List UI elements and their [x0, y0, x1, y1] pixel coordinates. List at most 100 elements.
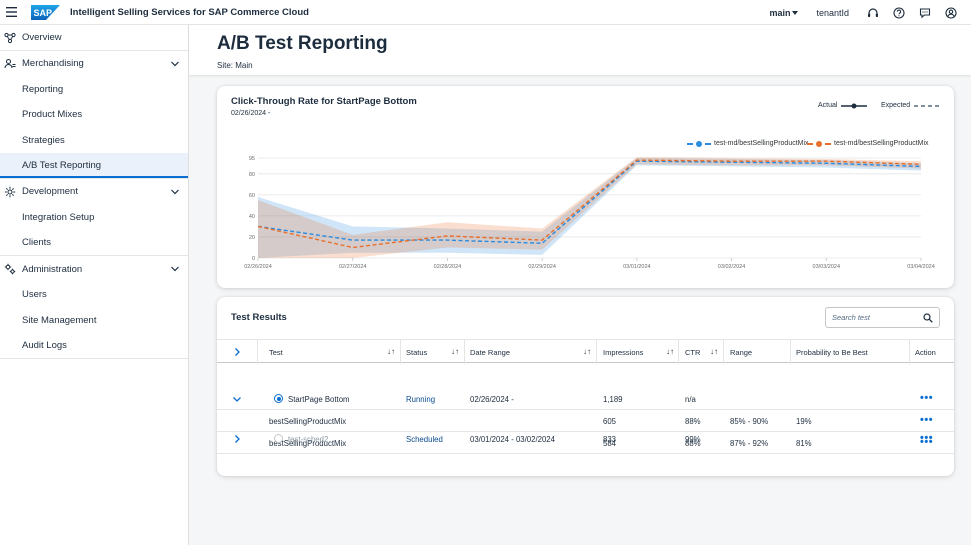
- development-icon: [4, 186, 16, 198]
- sort-icon[interactable]: ↓↑: [451, 347, 459, 356]
- x-tick-label: 02/26/2024: [244, 264, 272, 270]
- nav-development[interactable]: Development: [0, 179, 188, 205]
- nav-strategies[interactable]: Strategies: [0, 128, 188, 154]
- sap-logo[interactable]: SAP: [31, 4, 60, 20]
- x-tick-label: 03/01/2024: [623, 264, 651, 270]
- row-ctr: n/a: [685, 395, 696, 404]
- radio-selected[interactable]: [274, 394, 283, 403]
- sort-icon[interactable]: ↓↑: [387, 347, 395, 356]
- col-impressions[interactable]: Impressions: [603, 348, 644, 357]
- site-label: Site: Main: [217, 61, 253, 70]
- menu-icon[interactable]: [0, 0, 22, 25]
- series-1-dash-end: [705, 142, 711, 145]
- more-actions-icon[interactable]: •••: [920, 432, 934, 444]
- help-icon[interactable]: [893, 6, 905, 19]
- sort-icon[interactable]: ↓↑: [710, 347, 718, 356]
- expand-all-icon[interactable]: [232, 347, 242, 357]
- y-tick-label: 0: [252, 256, 255, 262]
- chevron-down-icon[interactable]: [170, 264, 180, 274]
- col-probability[interactable]: Probability to Be Best: [796, 348, 868, 357]
- nav-product-mixes[interactable]: Product Mixes: [0, 102, 188, 128]
- nav-strategies-label: Strategies: [22, 135, 65, 147]
- row-probability: 19%: [796, 417, 812, 426]
- row-ctr: 99%: [685, 435, 701, 444]
- y-tick-label: 20: [249, 235, 255, 241]
- page-title: A/B Test Reporting: [217, 33, 388, 54]
- results-title: Test Results: [231, 312, 287, 323]
- nav-audit-logs-label: Audit Logs: [22, 340, 67, 352]
- column-separator: [790, 340, 791, 364]
- sort-icon[interactable]: ↓↑: [666, 347, 674, 356]
- more-actions-icon[interactable]: •••: [920, 436, 934, 448]
- nav-ab-test-reporting-label: A/B Test Reporting: [22, 160, 102, 172]
- y-tick-label: 40: [249, 214, 255, 220]
- more-actions-icon[interactable]: •••: [920, 414, 934, 426]
- nav-integration-setup[interactable]: Integration Setup: [0, 205, 188, 231]
- col-test[interactable]: Test: [269, 348, 283, 357]
- table-row[interactable]: bestSellingProductMix 605 88% 85% - 90% …: [217, 410, 954, 432]
- more-actions-icon[interactable]: •••: [920, 392, 934, 404]
- chevron-right-icon[interactable]: [232, 434, 242, 444]
- chevron-down-icon[interactable]: [170, 59, 180, 69]
- series-1-dash: [687, 142, 693, 145]
- x-tick-label: 03/03/2024: [813, 264, 841, 270]
- row-test-name: test-sched2: [288, 435, 329, 444]
- site-selector-label: main: [769, 7, 791, 18]
- col-ctr[interactable]: CTR: [685, 348, 701, 357]
- series-legend-1[interactable]: test-md/bestSellingProductMix: [687, 140, 809, 147]
- tenant-label[interactable]: tenantId: [816, 7, 849, 18]
- x-tick-label: 03/02/2024: [718, 264, 746, 270]
- row-range: 87% - 92%: [730, 439, 769, 448]
- col-status[interactable]: Status: [406, 348, 428, 357]
- col-range[interactable]: Range: [730, 348, 753, 357]
- nav-overview[interactable]: Overview: [0, 25, 188, 51]
- nav-development-label: Development: [22, 186, 78, 198]
- nav-administration[interactable]: Administration: [0, 256, 188, 282]
- site-selector[interactable]: main: [769, 7, 799, 18]
- chevron-down-icon[interactable]: [232, 394, 242, 404]
- shell-bar: SAP Intelligent Selling Services for SAP…: [0, 0, 971, 25]
- sort-icon[interactable]: ↓↑: [583, 347, 591, 356]
- column-separator: [723, 340, 724, 364]
- side-navigation: Overview Merchandising Reporting Product…: [0, 25, 189, 545]
- row-status: Running: [406, 395, 436, 404]
- search-test-input[interactable]: Search test: [825, 307, 940, 328]
- user-avatar-icon[interactable]: [945, 6, 957, 19]
- nav-ab-test-reporting[interactable]: A/B Test Reporting: [0, 153, 188, 180]
- column-separator: [257, 340, 258, 364]
- nav-audit-logs[interactable]: Audit Logs: [0, 333, 188, 359]
- series-2-dash-end: [825, 142, 831, 145]
- series-2-dash: [807, 142, 813, 145]
- x-tick-label: 02/27/2024: [339, 264, 367, 270]
- row-range: 85% - 90%: [730, 417, 769, 426]
- nav-users[interactable]: Users: [0, 282, 188, 308]
- nav-users-label: Users: [22, 289, 47, 301]
- row-impressions: 605: [603, 417, 617, 426]
- nav-overview-label: Overview: [22, 31, 62, 43]
- col-action: Action: [915, 348, 936, 357]
- nav-clients[interactable]: Clients: [0, 231, 188, 257]
- search-icon[interactable]: [923, 313, 933, 323]
- nav-reporting[interactable]: Reporting: [0, 76, 188, 102]
- chevron-down-icon[interactable]: [170, 187, 180, 197]
- row-status: Scheduled: [406, 435, 443, 444]
- headset-icon[interactable]: [867, 7, 879, 19]
- table-row[interactable]: bestSellingProductMix 584 88% 87% - 92% …: [217, 432, 954, 454]
- nav-merchandising-label: Merchandising: [22, 58, 84, 70]
- nav-site-management[interactable]: Site Management: [0, 308, 188, 334]
- radio-unselected[interactable]: [274, 434, 283, 443]
- table-row[interactable]: test-sched2 Scheduled 03/01/2024 - 03/02…: [217, 428, 954, 449]
- table-row[interactable]: StartPage Bottom Running 02/26/2024 - 1,…: [217, 388, 954, 410]
- row-impressions: 833: [603, 435, 617, 444]
- y-tick-label: 95: [249, 156, 255, 162]
- nav-product-mixes-label: Product Mixes: [22, 109, 83, 121]
- column-separator: [400, 340, 401, 364]
- feedback-icon[interactable]: [919, 7, 931, 19]
- main-content: A/B Test Reporting Site: Main Click-Thro…: [189, 25, 971, 545]
- confidence-band-series-1: [258, 158, 921, 258]
- nav-merchandising[interactable]: Merchandising: [0, 51, 188, 77]
- col-date-range[interactable]: Date Range: [470, 348, 511, 357]
- series-legend-2[interactable]: test-md/bestSellingProductMix: [807, 140, 929, 147]
- chart-date: 02/26/2024 -: [231, 110, 271, 117]
- series-2-dot: [816, 140, 822, 147]
